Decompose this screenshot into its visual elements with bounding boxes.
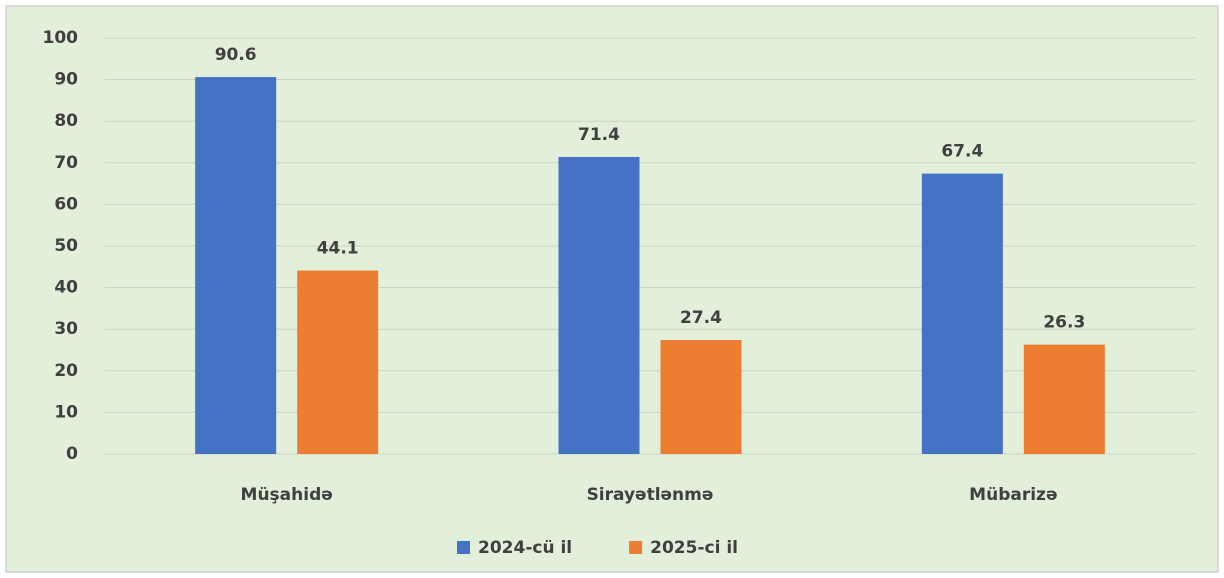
x-tick-label: Sirayətlənmə: [587, 485, 714, 505]
x-tick-label: Müşahidə: [241, 485, 333, 505]
y-tick-label: 10: [54, 402, 78, 422]
data-label: 90.6: [215, 45, 257, 65]
y-tick-label: 70: [54, 153, 78, 173]
bar: [1023, 344, 1105, 454]
data-label: 27.4: [680, 308, 722, 328]
bar: [660, 340, 742, 454]
data-label: 71.4: [578, 125, 620, 145]
y-tick-label: 50: [54, 236, 78, 256]
y-tick-label: 20: [54, 361, 78, 381]
y-tick-label: 40: [54, 278, 78, 298]
y-tick-label: 60: [54, 194, 78, 214]
bar: [195, 77, 277, 454]
y-tick-label: 80: [54, 111, 78, 131]
legend-swatch: [457, 541, 470, 554]
data-label: 67.4: [941, 142, 983, 162]
x-tick-label: Mübarizə: [969, 485, 1057, 505]
legend-label: 2024-cü il: [478, 538, 572, 558]
y-tick-label: 0: [66, 444, 78, 464]
y-tick-label: 100: [43, 28, 79, 48]
data-label: 44.1: [317, 239, 359, 259]
y-tick-label: 90: [54, 70, 78, 90]
y-tick-label: 30: [54, 319, 78, 339]
legend-label: 2025-ci il: [650, 538, 738, 558]
bar: [558, 156, 640, 454]
bar: [297, 270, 379, 454]
legend-swatch: [629, 541, 643, 554]
data-label: 26.3: [1043, 313, 1085, 333]
bar: [921, 173, 1003, 454]
